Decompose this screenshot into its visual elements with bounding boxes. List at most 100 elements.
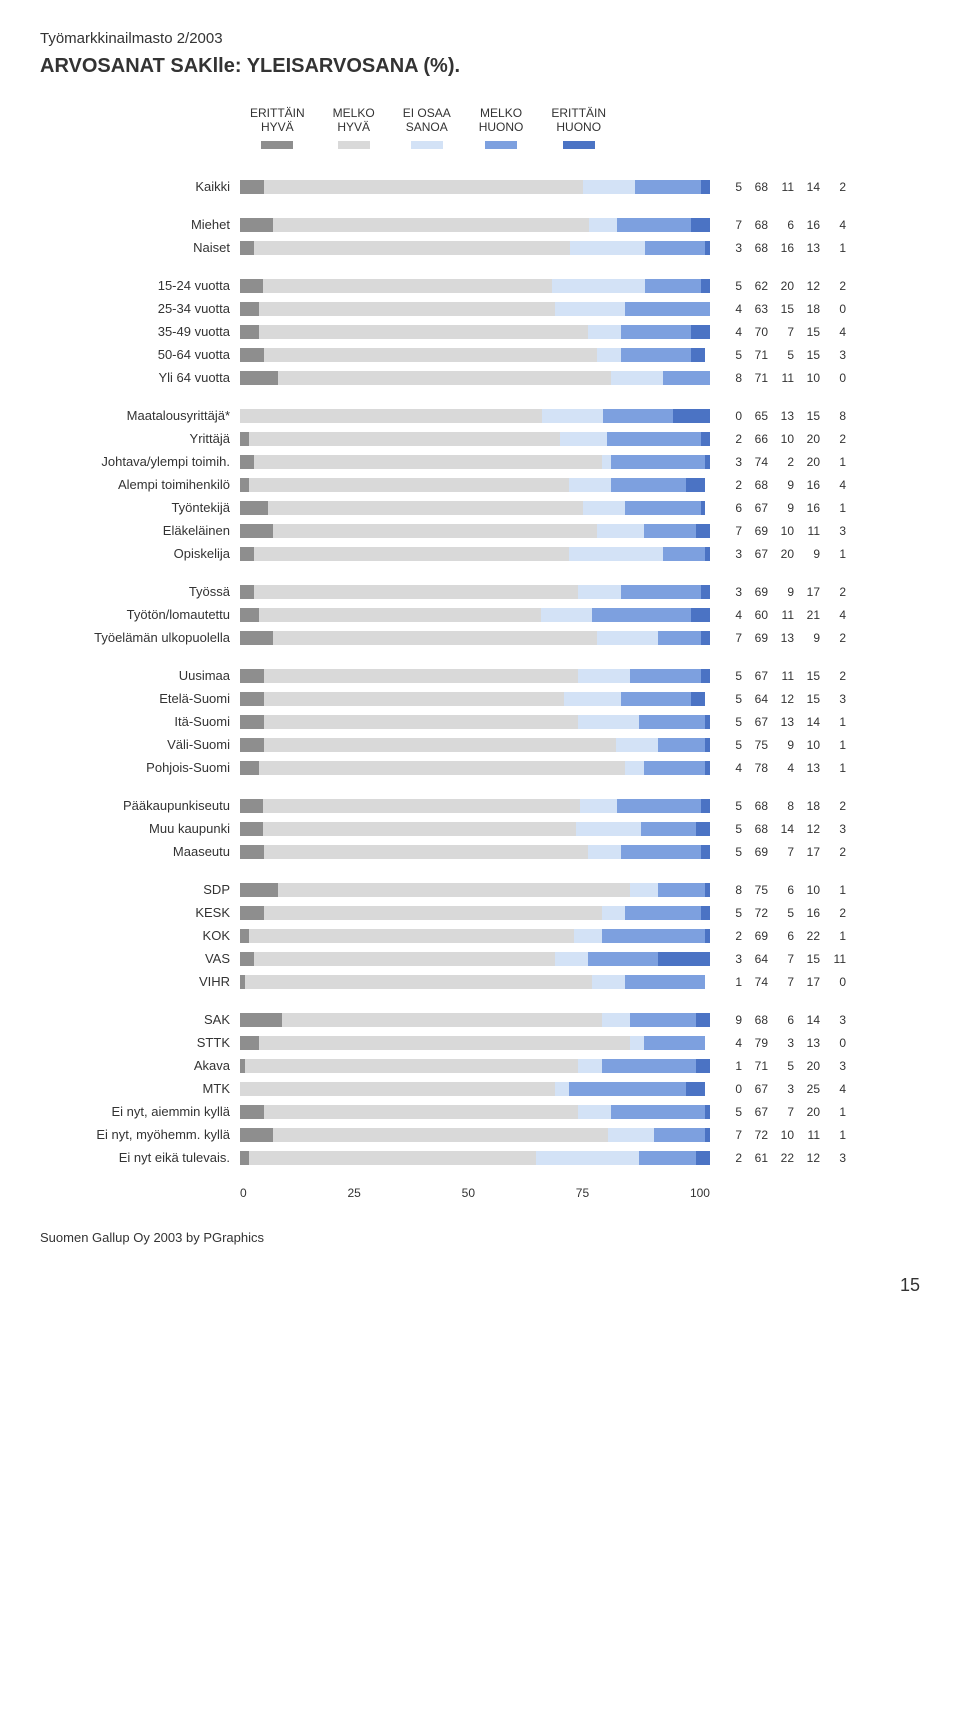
bar-segment bbox=[635, 180, 701, 194]
value: 13 bbox=[798, 761, 820, 775]
bar-segment bbox=[589, 218, 617, 232]
value: 5 bbox=[720, 822, 742, 836]
bar-segment bbox=[705, 455, 710, 469]
bar-segment bbox=[588, 325, 621, 339]
row-values: 56220122 bbox=[720, 279, 846, 293]
value: 4 bbox=[720, 302, 742, 316]
bar-segment bbox=[245, 1059, 579, 1073]
row-label: SAK bbox=[40, 1012, 240, 1027]
row-label: Akava bbox=[40, 1058, 240, 1073]
bar-segment bbox=[264, 180, 584, 194]
bar-segment bbox=[259, 1036, 630, 1050]
value: 15 bbox=[798, 348, 820, 362]
value: 71 bbox=[746, 348, 768, 362]
bar-segment bbox=[245, 975, 593, 989]
value: 3 bbox=[824, 1059, 846, 1073]
bar-track bbox=[240, 325, 710, 339]
value: 15 bbox=[798, 669, 820, 683]
bar-segment bbox=[602, 906, 626, 920]
value: 68 bbox=[746, 822, 768, 836]
row-values: 5759101 bbox=[720, 738, 846, 752]
value: 0 bbox=[720, 409, 742, 423]
value: 13 bbox=[798, 1036, 820, 1050]
value: 3 bbox=[824, 1151, 846, 1165]
legend-label: MELKO HYVÄ bbox=[333, 106, 375, 135]
bar-segment bbox=[268, 501, 583, 515]
value: 5 bbox=[720, 180, 742, 194]
row-label: Yli 64 vuotta bbox=[40, 370, 240, 385]
bar-segment bbox=[576, 822, 641, 836]
bar-segment bbox=[696, 1013, 710, 1027]
value: 2 bbox=[772, 455, 794, 469]
row-values: 77210111 bbox=[720, 1128, 846, 1142]
bar-segment bbox=[608, 1128, 655, 1142]
chart-group: Työssä3699172Työtön/lomautettu46011214Ty… bbox=[40, 582, 920, 648]
bar-track bbox=[240, 432, 710, 446]
value: 1 bbox=[824, 715, 846, 729]
value: 3 bbox=[720, 952, 742, 966]
value: 16 bbox=[798, 478, 820, 492]
value: 74 bbox=[746, 975, 768, 989]
chart-row: 15-24 vuotta56220122 bbox=[40, 276, 920, 296]
bar-segment bbox=[701, 279, 710, 293]
value: 1 bbox=[824, 455, 846, 469]
value: 6 bbox=[772, 218, 794, 232]
value: 16 bbox=[798, 501, 820, 515]
value: 3 bbox=[824, 692, 846, 706]
bar-segment bbox=[282, 1013, 602, 1027]
bar-segment bbox=[240, 1128, 273, 1142]
bar-segment bbox=[639, 715, 705, 729]
value: 8 bbox=[824, 409, 846, 423]
value: 75 bbox=[746, 883, 768, 897]
bar-segment bbox=[569, 1082, 687, 1096]
chart-row: Ei nyt, aiemmin kyllä5677201 bbox=[40, 1102, 920, 1122]
bar-segment bbox=[555, 1082, 569, 1096]
value: 67 bbox=[746, 1082, 768, 1096]
legend-swatch bbox=[485, 141, 517, 149]
value: 3 bbox=[772, 1082, 794, 1096]
row-label: Maaseutu bbox=[40, 844, 240, 859]
value: 0 bbox=[824, 302, 846, 316]
value: 5 bbox=[772, 906, 794, 920]
row-values: 4707154 bbox=[720, 325, 846, 339]
bar-track bbox=[240, 409, 710, 423]
row-values: 26122123 bbox=[720, 1151, 846, 1165]
bar-segment bbox=[240, 432, 249, 446]
value: 1 bbox=[824, 241, 846, 255]
chart-row: MTK0673254 bbox=[40, 1079, 920, 1099]
bar-segment bbox=[240, 738, 264, 752]
value: 7 bbox=[772, 325, 794, 339]
value: 7 bbox=[772, 952, 794, 966]
row-label: Ei nyt eikä tulevais. bbox=[40, 1150, 240, 1165]
value: 10 bbox=[798, 371, 820, 385]
row-label: Muu kaupunki bbox=[40, 821, 240, 836]
bar-segment bbox=[644, 1036, 705, 1050]
value: 6 bbox=[772, 929, 794, 943]
value: 13 bbox=[798, 241, 820, 255]
value: 1 bbox=[824, 929, 846, 943]
chart-row: Uusimaa56711152 bbox=[40, 666, 920, 686]
row-values: 56711152 bbox=[720, 669, 846, 683]
bar-segment bbox=[630, 1036, 644, 1050]
bar-track bbox=[240, 692, 710, 706]
bar-segment bbox=[658, 952, 710, 966]
bar-track bbox=[240, 1013, 710, 1027]
value: 20 bbox=[798, 455, 820, 469]
bar-segment bbox=[691, 218, 710, 232]
bar-segment bbox=[569, 478, 611, 492]
value: 4 bbox=[720, 325, 742, 339]
value: 1 bbox=[824, 1128, 846, 1142]
value: 2 bbox=[824, 906, 846, 920]
row-label: SDP bbox=[40, 882, 240, 897]
row-values: 5725162 bbox=[720, 906, 846, 920]
value: 17 bbox=[798, 845, 820, 859]
bar-segment bbox=[240, 1036, 259, 1050]
chart-row: Kaikki56811142 bbox=[40, 177, 920, 197]
bar-track bbox=[240, 799, 710, 813]
value: 5 bbox=[720, 906, 742, 920]
bar-segment bbox=[705, 929, 710, 943]
chart-row: 50-64 vuotta5715153 bbox=[40, 345, 920, 365]
bar-segment bbox=[602, 929, 705, 943]
bar-track bbox=[240, 715, 710, 729]
header-small: Työmarkkinailmasto 2/2003 bbox=[40, 30, 920, 47]
